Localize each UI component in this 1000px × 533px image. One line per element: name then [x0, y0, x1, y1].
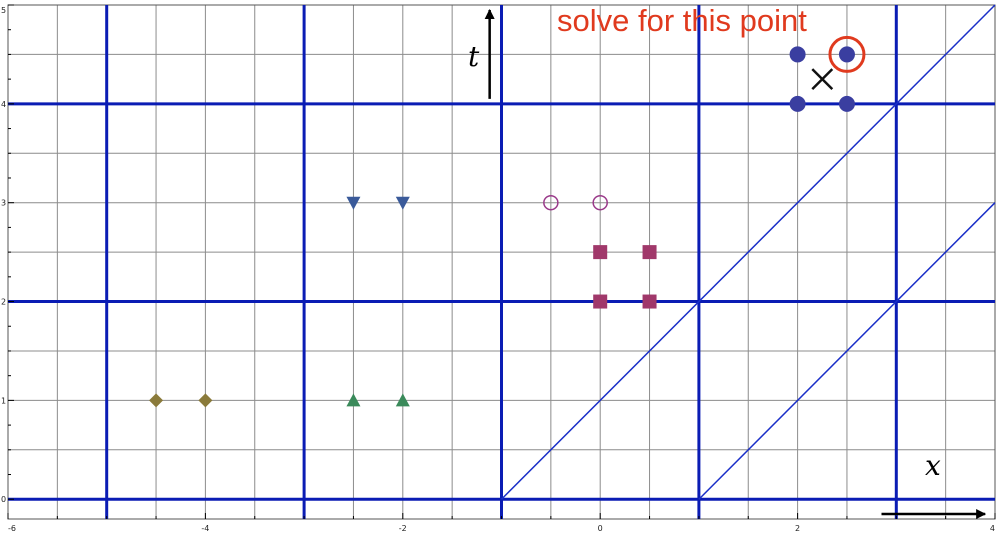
axis-arrows	[484, 8, 987, 520]
x-tick-label: 2	[795, 524, 800, 533]
x-tick-label: 0	[598, 524, 603, 533]
x-tick-label: -4	[201, 524, 209, 533]
hollow-circle-marker	[543, 194, 559, 211]
circle-marker	[838, 95, 855, 112]
y-tick-label: 5	[1, 6, 6, 15]
t-axis-label: t	[468, 40, 480, 73]
diamond-marker	[149, 393, 164, 408]
highlight-ring	[828, 35, 866, 73]
circle-marker	[789, 95, 806, 112]
x-tick-label: 4	[990, 524, 995, 533]
x-tick-label: -6	[8, 524, 16, 533]
circle-marker	[789, 46, 806, 63]
annotation-text: solve for this point	[557, 3, 807, 38]
y-tick-label: 2	[1, 298, 6, 307]
diagonal-lines	[500, 4, 996, 500]
square-marker	[593, 245, 608, 260]
up-triangle-marker	[346, 393, 361, 407]
diamond-marker	[198, 393, 213, 408]
y-tick-label: 1	[1, 396, 6, 405]
diagonal-line	[500, 4, 996, 500]
down-triangle-marker	[395, 196, 410, 210]
y-tick-label: 4	[1, 100, 6, 109]
down-triangle-marker	[346, 196, 361, 210]
major-grid	[8, 5, 995, 519]
square-marker	[642, 294, 657, 309]
x-axis-label: x	[925, 449, 941, 482]
tick-labels: -6 -4 -2 0 2 4 0 1 2 3 4 5	[1, 6, 995, 533]
cross-marker-stroke	[811, 68, 834, 91]
square-marker	[593, 294, 608, 309]
data-markers	[149, 35, 866, 408]
y-tick-label: 3	[1, 199, 6, 208]
hollow-circle-marker	[592, 194, 608, 211]
square-marker	[642, 245, 657, 260]
circle-marker	[838, 46, 855, 63]
up-triangle-marker	[395, 393, 410, 407]
diagonal-line	[698, 202, 996, 500]
axis-ticks	[7, 4, 996, 519]
y-tick-label: 0	[1, 495, 6, 504]
x-tick-label: -2	[399, 524, 407, 533]
